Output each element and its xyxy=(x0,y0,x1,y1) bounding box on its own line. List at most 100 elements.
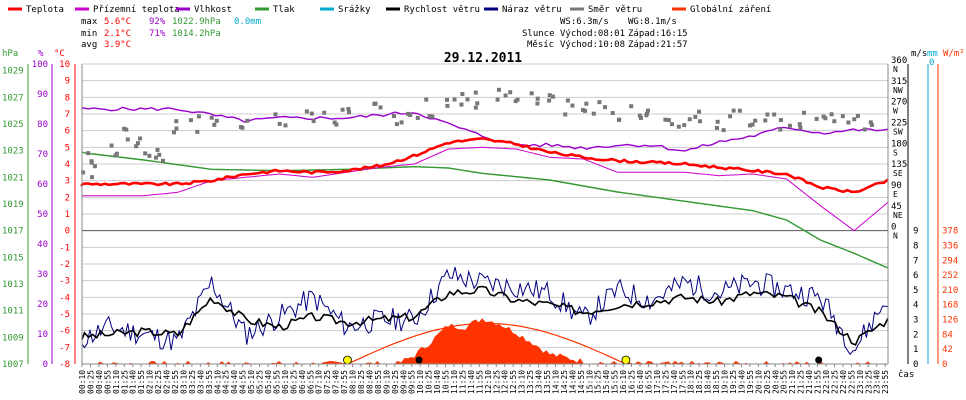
x-tick-label: 10:10 xyxy=(416,370,425,394)
wind-dir-point xyxy=(715,119,720,124)
wind-dir-point xyxy=(430,114,435,119)
wind-dir-point xyxy=(135,141,140,146)
wind-dir-point xyxy=(460,91,465,96)
x-tick-label: 12:25 xyxy=(492,370,501,394)
wind-dir-point xyxy=(347,110,352,115)
wind-dir-point xyxy=(862,127,867,132)
x-tick-label: 00:10 xyxy=(78,370,87,394)
wind-dir-tick-label: NE xyxy=(893,211,903,220)
moon-rise: Východ:10:08 xyxy=(560,40,625,50)
unit-degc: °C xyxy=(54,49,65,59)
wind-dir-point xyxy=(840,114,845,119)
wind-dir-point xyxy=(304,109,309,114)
wind-dir-point xyxy=(114,151,119,156)
wind-dir-tick-value: 315 xyxy=(891,77,907,87)
radiation-tick: 252 xyxy=(942,271,958,281)
x-tick-label: 21:55 xyxy=(814,370,823,394)
humidity-tick: 90 xyxy=(37,90,48,100)
temp-tick: -8 xyxy=(59,360,70,370)
humidity-tick: 30 xyxy=(37,270,48,280)
wind-dir-point xyxy=(515,97,520,102)
x-tick-label: 00:40 xyxy=(95,370,104,394)
wind-dir-point xyxy=(143,151,148,156)
temp-tick: 5 xyxy=(65,143,70,153)
moonset-marker xyxy=(815,356,823,364)
wind-dir-point xyxy=(798,125,803,130)
wind-dir-point xyxy=(171,130,176,135)
wind-dir-tick-label: E xyxy=(893,190,898,199)
pressure-tick: 1009 xyxy=(2,333,24,343)
wind-dir-point xyxy=(134,144,139,149)
x-tick-label: 20:25 xyxy=(763,370,772,394)
x-tick-label: 07:10 xyxy=(315,370,324,394)
stat-max-label: max xyxy=(81,17,98,27)
x-tick-label: 16:10 xyxy=(619,370,628,394)
wind-dir-point xyxy=(814,116,819,121)
wind-dir-point xyxy=(209,115,214,120)
series-wind-speed xyxy=(81,285,889,346)
wind-dir-point xyxy=(157,152,162,157)
humidity-tick: 80 xyxy=(37,120,48,130)
wind-dir-point xyxy=(405,111,410,116)
stat-min-label: min xyxy=(81,29,97,39)
x-tick-label: 19:25 xyxy=(729,370,738,394)
wind-dir-point xyxy=(583,108,588,113)
temp-tick: 7 xyxy=(65,110,70,120)
wind-dir-point xyxy=(212,122,217,127)
wind-dir-point xyxy=(663,117,668,122)
temp-tick: -6 xyxy=(59,327,70,337)
humidity-tick: 100 xyxy=(32,60,48,70)
wind-dir-point xyxy=(731,108,736,113)
radiation-tick: 294 xyxy=(942,256,958,266)
series-wind-gust xyxy=(81,266,889,356)
x-tick-label: 11:40 xyxy=(467,370,476,394)
wind-direction-points xyxy=(81,87,874,180)
wind-dir-point xyxy=(747,123,752,128)
x-tick-label: 01:10 xyxy=(112,370,121,394)
wind-dir-tick-value: 90 xyxy=(891,181,902,191)
time-unit: čas xyxy=(898,369,914,380)
x-tick-label: 13:25 xyxy=(526,370,535,394)
wind-dir-point xyxy=(868,120,873,125)
temp-tick: 9 xyxy=(65,77,70,87)
chart-title: 29.12.2011 xyxy=(444,51,522,66)
wind-dir-point xyxy=(547,93,552,98)
wind-dir-point xyxy=(195,129,200,134)
wind-dir-point xyxy=(277,121,282,126)
wind-dir-point xyxy=(161,158,166,163)
sunrise-marker xyxy=(343,355,352,365)
pressure-tick: 1017 xyxy=(2,227,24,237)
x-tick-label: 13:55 xyxy=(543,370,552,394)
wind-wg: WG:8.1m/s xyxy=(628,17,677,27)
wind-dir-point xyxy=(687,117,692,122)
wind-dir-point xyxy=(721,128,726,133)
moon-set: Západ:21:57 xyxy=(628,40,688,50)
x-tick-label: 14:25 xyxy=(560,370,569,394)
wind-dir-point xyxy=(629,104,634,109)
temp-tick: -5 xyxy=(59,310,70,320)
x-tick-label: 15:40 xyxy=(602,370,611,394)
temp-tick: 6 xyxy=(65,127,70,137)
x-tick-label: 12:10 xyxy=(484,370,493,394)
legend-label: Přízemní teplota xyxy=(93,5,180,15)
wind-dir-point xyxy=(778,127,783,132)
wind-dir-tick-label: N xyxy=(893,232,898,241)
legend-label: Náraz větru xyxy=(502,5,562,15)
wind-dir-tick-label: S xyxy=(893,148,898,157)
x-tick-label: 22:10 xyxy=(822,370,831,394)
wind-dir-point xyxy=(372,101,377,106)
pressure-tick: 1013 xyxy=(2,280,24,290)
wind-dir-point xyxy=(473,105,478,110)
wind-dir-point xyxy=(452,97,457,102)
x-tick-label: 05:55 xyxy=(272,370,281,394)
wind-dir-point xyxy=(750,122,755,127)
wind-speed-tick: 5 xyxy=(913,286,918,296)
x-tick-label: 23:40 xyxy=(873,370,882,394)
pressure-tick: 1025 xyxy=(2,120,24,130)
wind-dir-point xyxy=(427,114,432,119)
x-tick-label: 16:55 xyxy=(644,370,653,394)
wind-speed-tick: 4 xyxy=(913,301,918,311)
wind-dir-point xyxy=(682,123,687,128)
wind-dir-point xyxy=(334,122,339,127)
